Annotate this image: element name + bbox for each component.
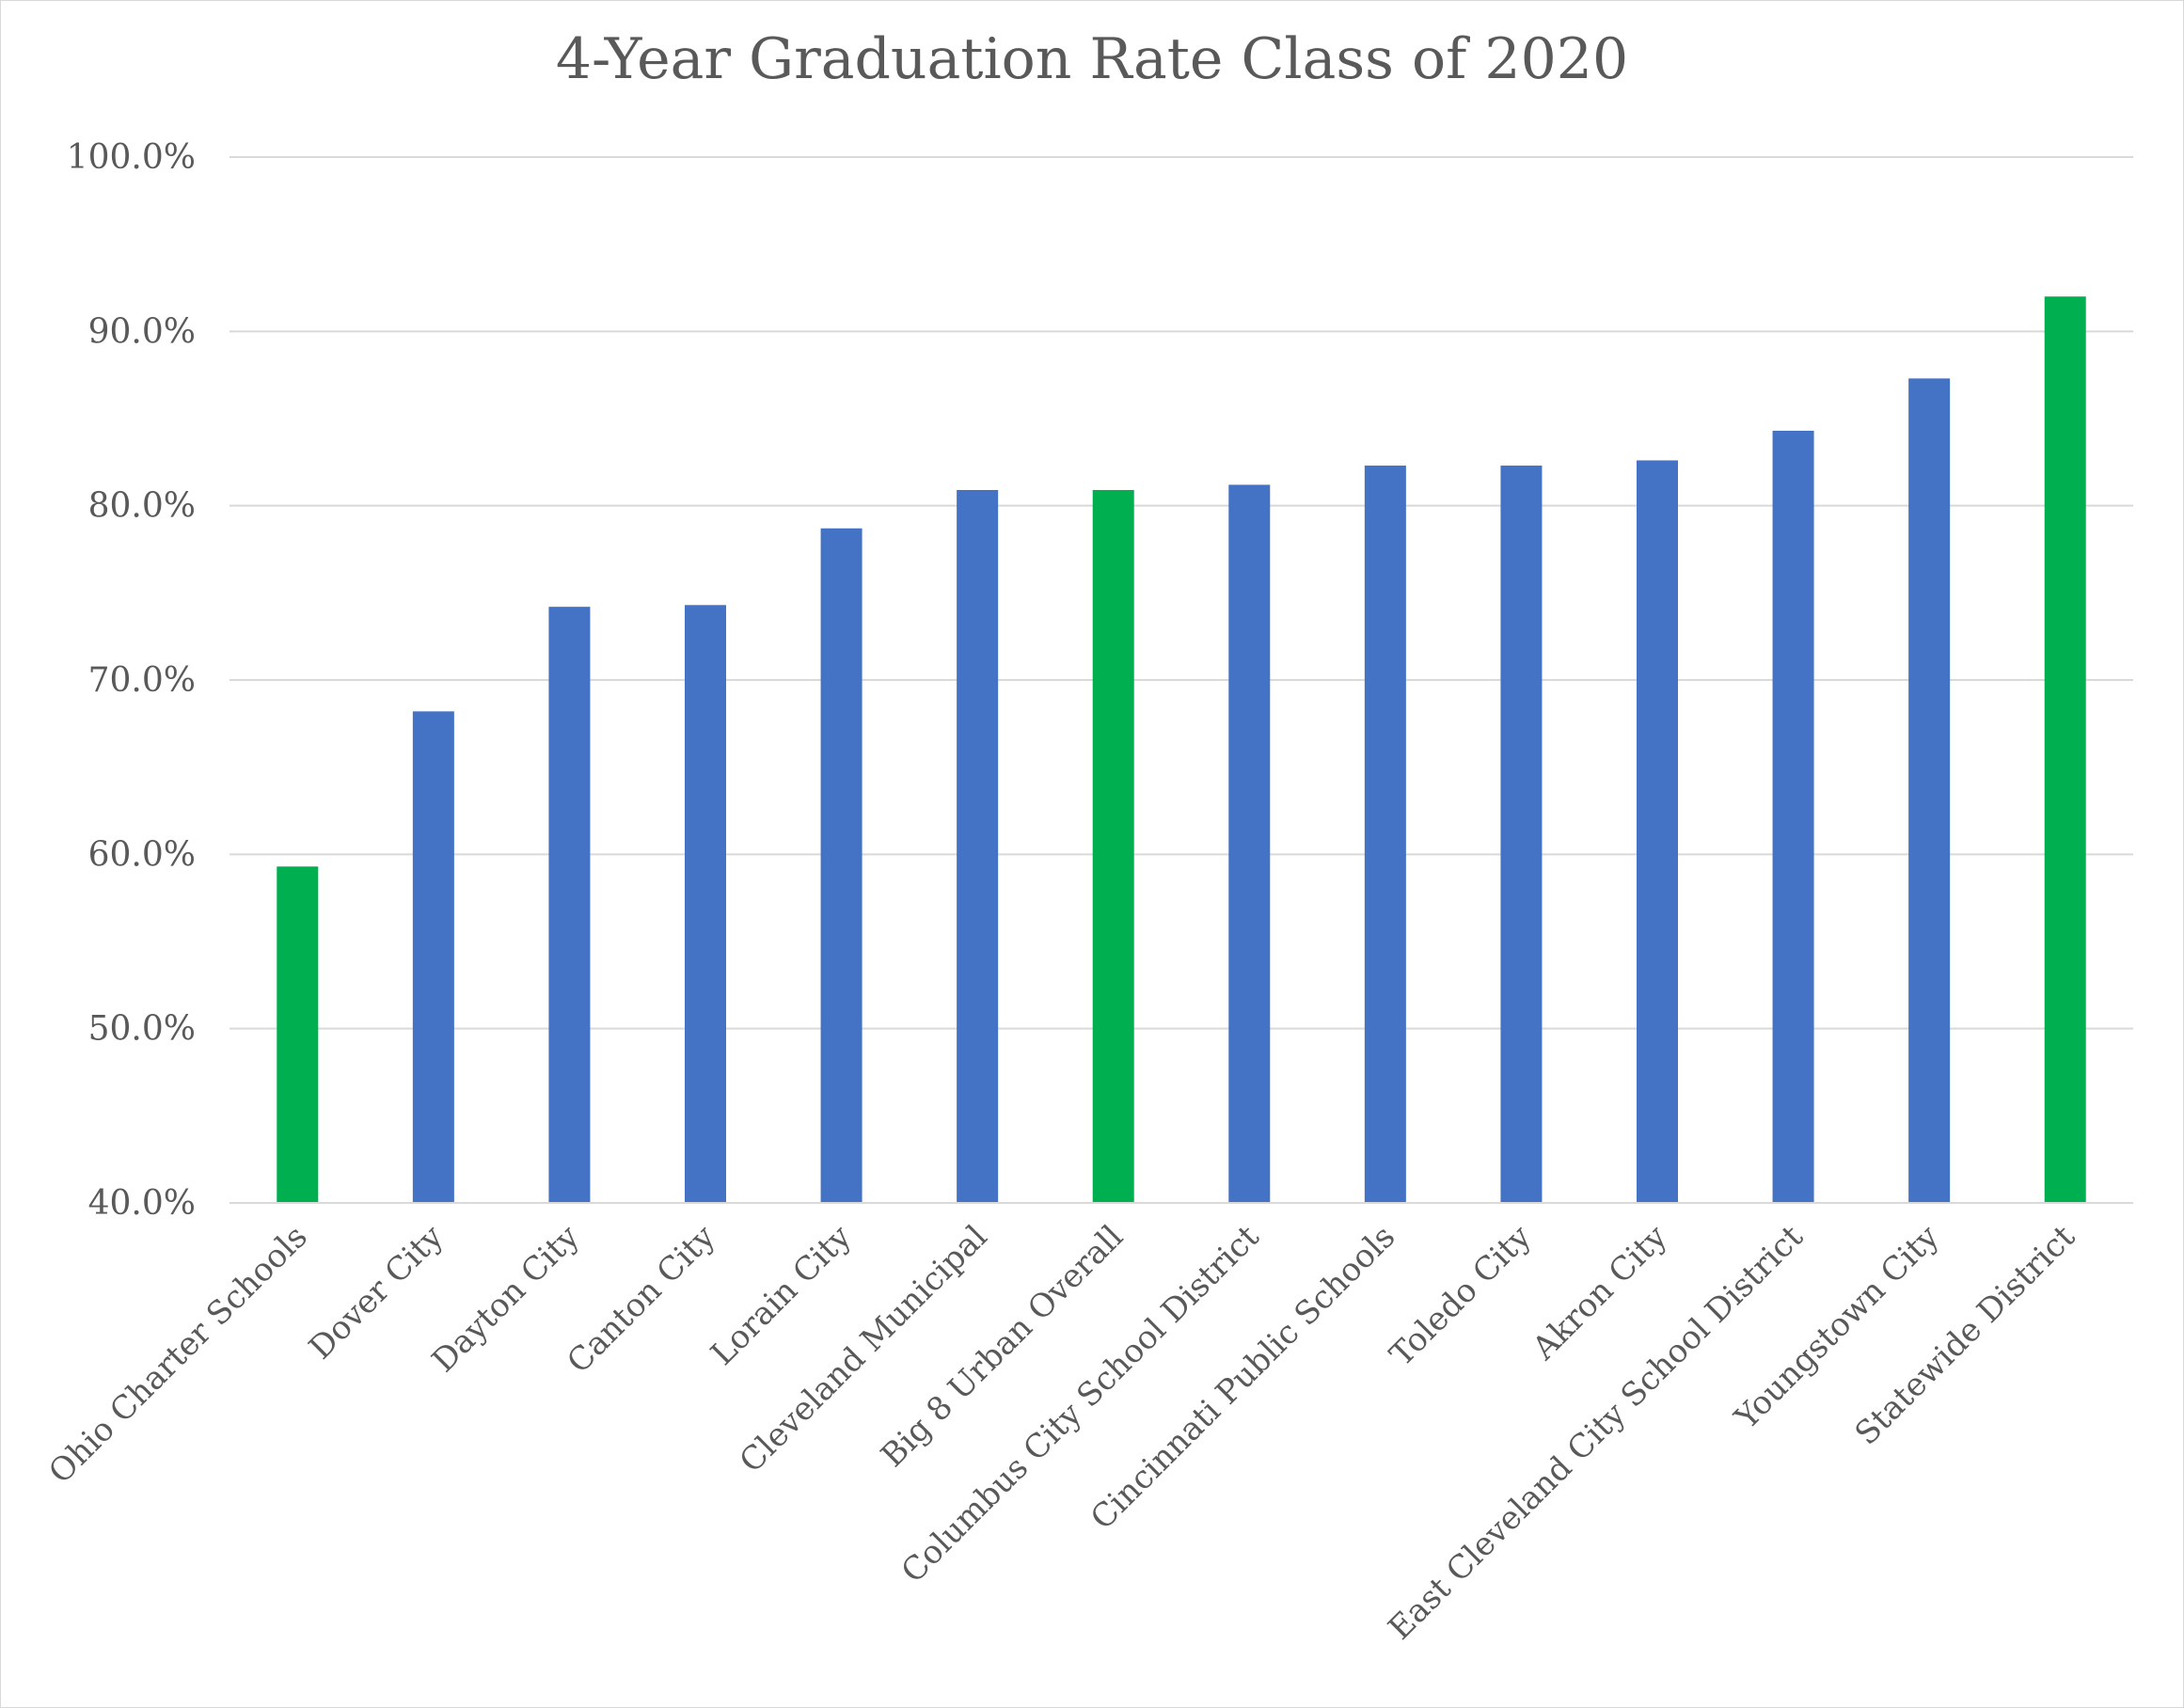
bar	[1364, 466, 1406, 1203]
bar	[1772, 430, 1814, 1203]
bar	[1908, 378, 1951, 1204]
bar	[548, 607, 591, 1203]
x-category-label: Toledo City	[1383, 1218, 1539, 1374]
y-tick-label: 70.0%	[88, 661, 196, 700]
bar	[2044, 296, 2086, 1203]
bar	[957, 489, 999, 1203]
x-category-label: Big 8 Urban Overall	[874, 1218, 1131, 1475]
bar	[1637, 460, 1678, 1204]
x-category-label: Cleveland Municipal	[733, 1218, 995, 1480]
y-tick-label: 80.0%	[88, 487, 196, 526]
bar	[277, 866, 319, 1203]
x-category-label: Ohio Charter Schools	[41, 1218, 314, 1491]
bar	[1228, 484, 1271, 1203]
y-tick-label: 60.0%	[88, 835, 196, 874]
bar	[412, 711, 454, 1203]
x-category-label: Canton City	[560, 1218, 723, 1382]
y-tick-label: 90.0%	[88, 312, 196, 351]
y-tick-label: 40.0%	[88, 1184, 196, 1223]
bar	[1500, 466, 1543, 1203]
y-tick-label: 100.0%	[67, 138, 196, 177]
x-category-label: Statewide District	[1848, 1218, 2083, 1453]
x-category-label: Dover City	[302, 1218, 451, 1368]
bar	[820, 528, 863, 1203]
chart-title: 4-Year Graduation Rate Class of 2020	[555, 26, 1629, 92]
bar	[685, 605, 726, 1203]
bar	[1092, 489, 1134, 1203]
x-category-label: Akron City	[1525, 1218, 1675, 1368]
y-tick-label: 50.0%	[88, 1010, 196, 1049]
